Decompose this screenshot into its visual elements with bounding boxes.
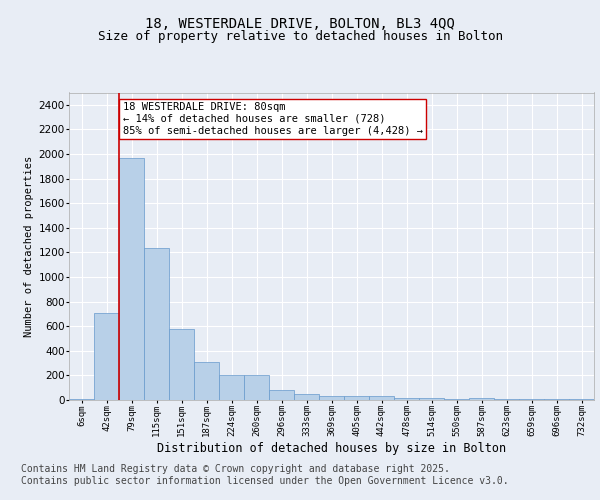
Bar — [169, 328, 194, 400]
Text: Size of property relative to detached houses in Bolton: Size of property relative to detached ho… — [97, 30, 503, 43]
Bar — [344, 396, 369, 400]
Y-axis label: Number of detached properties: Number of detached properties — [25, 156, 34, 337]
Bar — [144, 248, 169, 400]
Bar — [219, 376, 244, 400]
X-axis label: Distribution of detached houses by size in Bolton: Distribution of detached houses by size … — [157, 442, 506, 455]
Bar — [269, 390, 294, 400]
Text: Contains HM Land Registry data © Crown copyright and database right 2025.: Contains HM Land Registry data © Crown c… — [21, 464, 450, 474]
Bar — [194, 362, 219, 400]
Bar — [469, 398, 494, 400]
Bar — [419, 398, 444, 400]
Text: 18 WESTERDALE DRIVE: 80sqm
← 14% of detached houses are smaller (728)
85% of sem: 18 WESTERDALE DRIVE: 80sqm ← 14% of deta… — [123, 102, 423, 136]
Bar — [119, 158, 144, 400]
Bar — [369, 396, 394, 400]
Bar — [394, 398, 419, 400]
Bar — [69, 399, 94, 400]
Text: Contains public sector information licensed under the Open Government Licence v3: Contains public sector information licen… — [21, 476, 509, 486]
Bar — [94, 312, 119, 400]
Bar — [319, 396, 344, 400]
Bar — [294, 394, 319, 400]
Bar — [244, 376, 269, 400]
Text: 18, WESTERDALE DRIVE, BOLTON, BL3 4QQ: 18, WESTERDALE DRIVE, BOLTON, BL3 4QQ — [145, 18, 455, 32]
